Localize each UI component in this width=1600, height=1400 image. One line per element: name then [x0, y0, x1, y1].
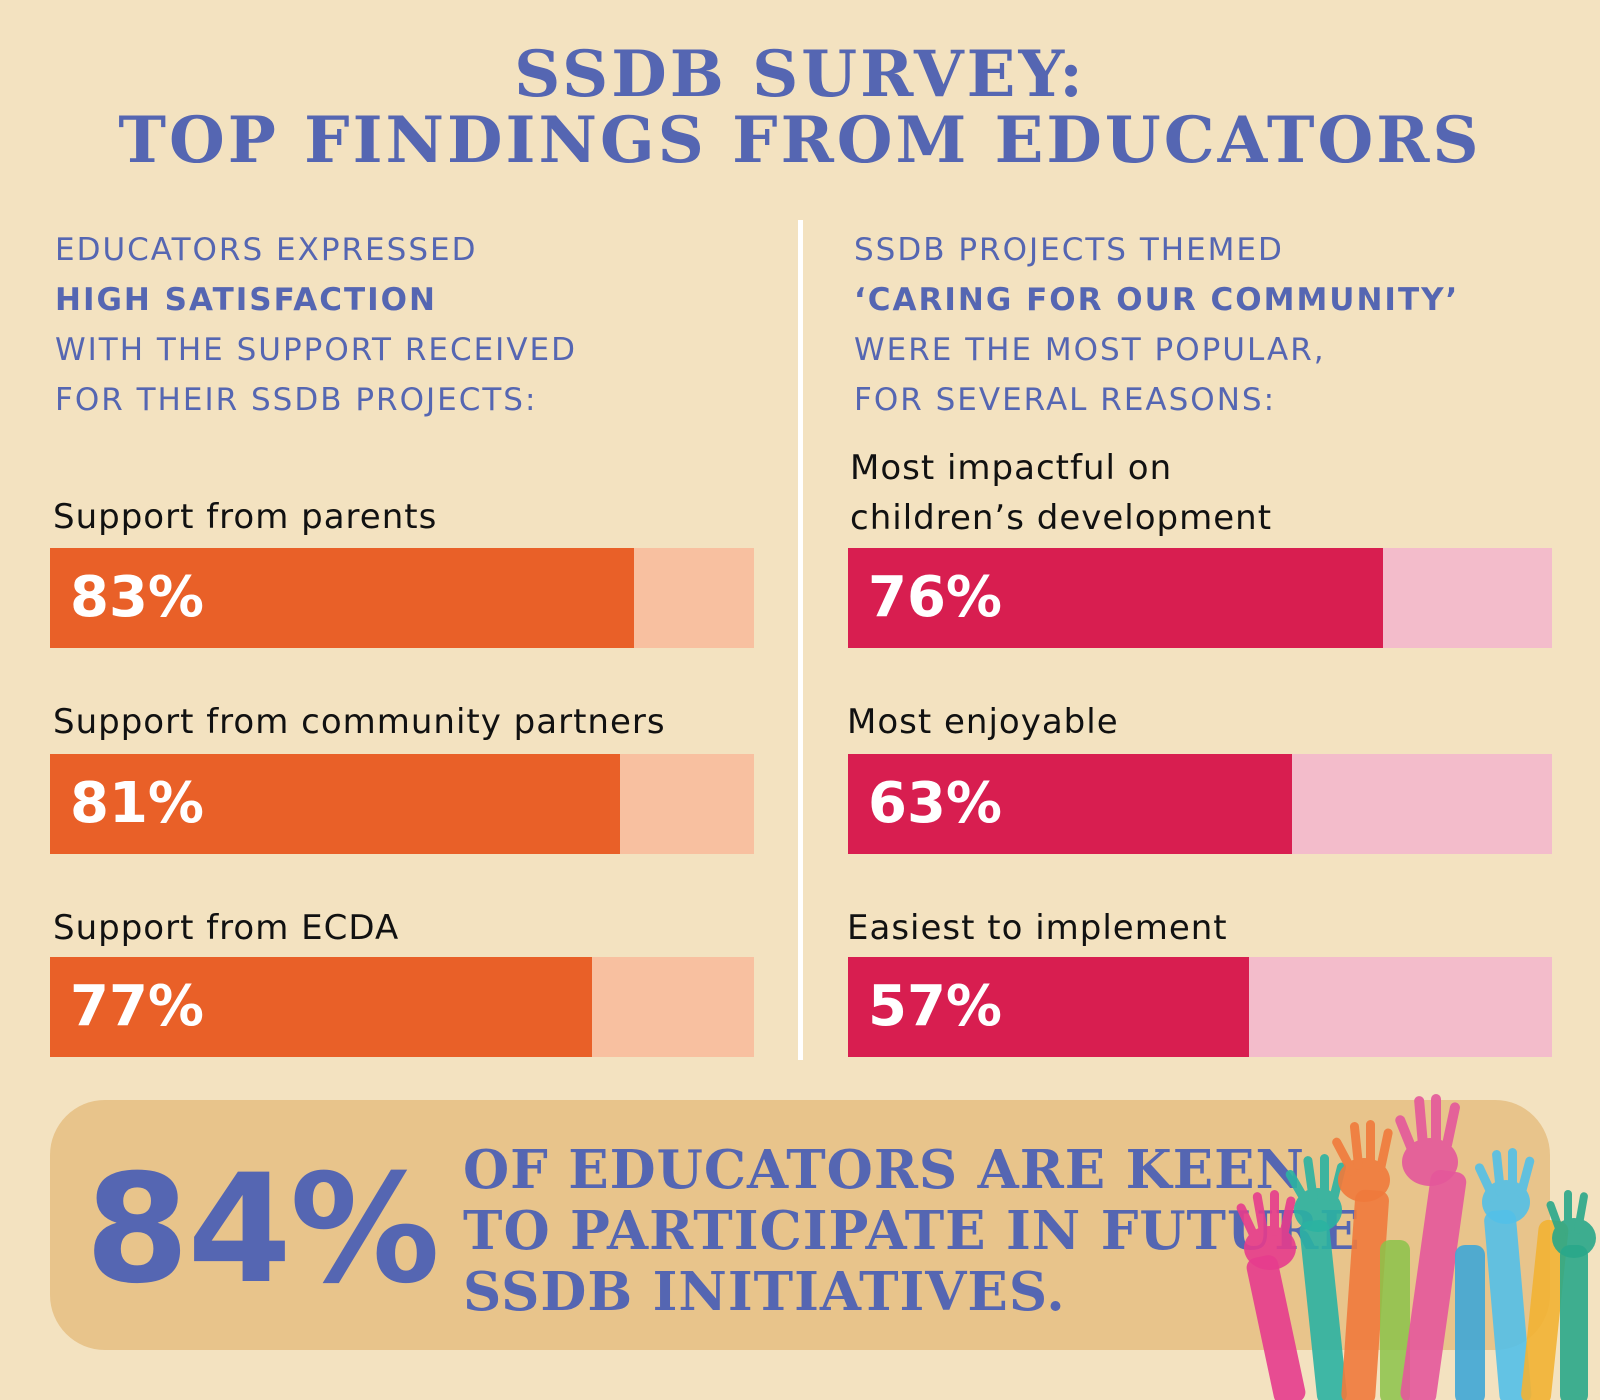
bar-label: Most enjoyable	[847, 702, 1119, 742]
right-intro: SSDB PROJECTS THEMED ‘CARING FOR OUR COM…	[854, 225, 1459, 425]
bar-label-line-2: children’s development	[850, 498, 1273, 538]
bar-track: 63%	[848, 754, 1552, 854]
right-intro-line-1: SSDB PROJECTS THEMED	[854, 232, 1284, 268]
bar-label: Support from ECDA	[53, 908, 400, 948]
bar-track: 57%	[848, 957, 1552, 1057]
left-intro-line-1: EDUCATORS EXPRESSED	[55, 232, 478, 268]
summary-percent: 84%	[85, 1143, 440, 1317]
summary-line-3: SSDB INITIATIVES.	[463, 1261, 1066, 1323]
bar	[848, 548, 1384, 648]
summary-banner	[50, 1100, 1550, 1350]
title-line-1: SSDB SURVEY:	[514, 37, 1086, 112]
left-intro-highlight: HIGH SATISFACTION	[55, 282, 437, 318]
bar-label: Support from community partners	[53, 702, 666, 742]
raised-hands-icon	[1236, 1094, 1596, 1400]
bar-track: 76%	[848, 548, 1552, 648]
right-intro-line-3: WERE THE MOST POPULAR,	[854, 332, 1326, 368]
bar-label: Support from parents	[53, 497, 438, 537]
bar-value-label: 63%	[868, 771, 1003, 836]
bar	[50, 957, 593, 1057]
title-line-2: TOP FINDINGS FROM EDUCATORS	[118, 103, 1482, 178]
bar	[50, 754, 621, 854]
summary-line-2: TO PARTICIPATE IN FUTURE	[463, 1200, 1361, 1262]
left-intro-line-3: WITH THE SUPPORT RECEIVED	[55, 332, 577, 368]
bar	[848, 754, 1292, 854]
bar	[848, 957, 1250, 1057]
bar-label: Most impactful on children’s development	[850, 443, 1272, 543]
left-intro: EDUCATORS EXPRESSED HIGH SATISFACTION WI…	[55, 225, 577, 425]
bar-track: 81%	[50, 754, 754, 854]
right-intro-highlight: ‘CARING FOR OUR COMMUNITY’	[854, 282, 1460, 318]
bar	[50, 548, 635, 648]
bar-label-line-1: Most impactful on	[850, 448, 1173, 488]
bar-track: 77%	[50, 957, 754, 1057]
right-intro-line-4: FOR SEVERAL REASONS:	[854, 382, 1277, 418]
bar-label: Easiest to implement	[847, 908, 1228, 948]
bar-value-label: 81%	[70, 771, 205, 836]
bar-track: 83%	[50, 548, 754, 648]
bar-value-label: 76%	[868, 565, 1003, 630]
column-divider	[798, 220, 803, 1060]
page-title: SSDB SURVEY: TOP FINDINGS FROM EDUCATORS	[0, 42, 1600, 174]
summary-text: OF EDUCATORS ARE KEEN TO PARTICIPATE IN …	[463, 1140, 1361, 1323]
summary-line-1: OF EDUCATORS ARE KEEN	[463, 1139, 1305, 1201]
bar-value-label: 83%	[70, 565, 205, 630]
bar-value-label: 77%	[70, 974, 205, 1039]
bar-value-label: 57%	[868, 974, 1003, 1039]
left-intro-line-4: FOR THEIR SSDB PROJECTS:	[55, 382, 538, 418]
